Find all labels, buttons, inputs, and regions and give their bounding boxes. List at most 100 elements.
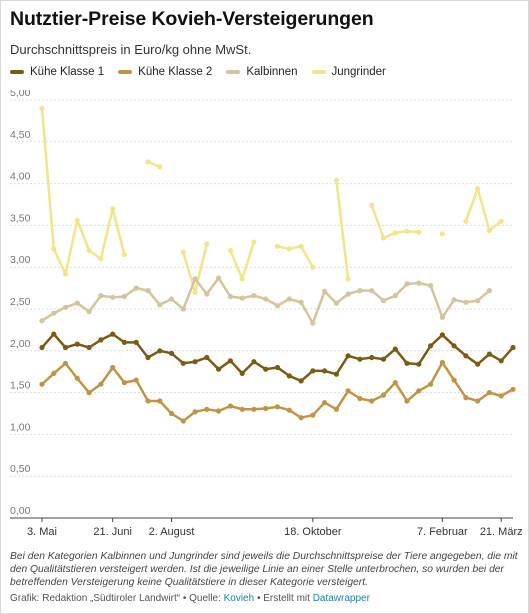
tool-link[interactable]: Datawrapper <box>312 593 370 604</box>
data-point-kalbinnen <box>74 300 80 306</box>
data-point-kuehe-klasse-2 <box>357 395 363 402</box>
y-tick-label: 3,00 <box>10 254 31 266</box>
data-point-kuehe-klasse-1 <box>298 378 304 384</box>
data-point-kalbinnen <box>216 275 222 281</box>
data-point-kuehe-klasse-2 <box>274 404 281 410</box>
data-point-jungrinder <box>380 235 387 241</box>
data-point-kuehe-klasse-2 <box>121 380 127 386</box>
x-tick-label: 21. Juni <box>93 526 132 538</box>
data-point-kuehe-klasse-1 <box>333 371 339 377</box>
source-link[interactable]: Kovieh <box>223 593 255 604</box>
legend-item-kuehe-klasse-1[interactable]: Kühe Klasse 1 <box>10 66 104 78</box>
data-point-kalbinnen <box>451 297 457 303</box>
data-point-kalbinnen <box>274 303 281 309</box>
data-point-kalbinnen <box>227 293 233 300</box>
data-point-jungrinder <box>74 217 80 223</box>
data-point-jungrinder <box>98 256 104 262</box>
data-point-kuehe-klasse-1 <box>263 366 269 372</box>
data-point-kalbinnen <box>86 308 92 315</box>
data-point-kuehe-klasse-1 <box>439 332 445 338</box>
data-point-kalbinnen <box>333 300 339 306</box>
legend-item-kuehe-klasse-2[interactable]: Kühe Klasse 2 <box>118 66 212 78</box>
data-point-kuehe-klasse-2 <box>133 377 139 383</box>
data-point-jungrinder <box>251 239 257 245</box>
x-tick-label: 7. Februar <box>417 526 468 538</box>
x-tick-label: 3. Mai <box>27 526 57 538</box>
legend-label-kalbinnen: Kalbinnen <box>246 66 298 78</box>
data-point-kalbinnen <box>439 314 445 320</box>
data-point-jungrinder <box>392 230 398 236</box>
data-point-kuehe-klasse-1 <box>498 358 504 364</box>
data-point-kalbinnen <box>239 295 245 301</box>
data-point-kuehe-klasse-1 <box>227 358 233 364</box>
data-point-jungrinder <box>157 164 163 170</box>
data-point-kuehe-klasse-2 <box>392 380 398 386</box>
data-point-jungrinder <box>227 247 233 254</box>
data-point-kuehe-klasse-1 <box>404 360 410 366</box>
data-point-kalbinnen <box>310 320 316 326</box>
x-tick-label: 18. Oktober <box>284 526 342 538</box>
data-point-kuehe-klasse-2 <box>510 386 516 392</box>
data-point-kalbinnen <box>110 294 116 300</box>
data-point-kalbinnen <box>39 318 45 324</box>
data-point-kalbinnen <box>62 304 69 310</box>
credits-middle: • Erstellt mit <box>254 593 313 604</box>
data-point-kalbinnen <box>380 298 387 304</box>
data-point-kalbinnen <box>416 280 422 286</box>
data-point-kuehe-klasse-1 <box>62 344 69 351</box>
data-point-kuehe-klasse-2 <box>110 364 116 371</box>
data-point-kalbinnen <box>98 293 104 299</box>
data-point-kuehe-klasse-1 <box>286 373 292 379</box>
data-point-kuehe-klasse-2 <box>86 390 92 396</box>
data-point-kuehe-klasse-1 <box>475 361 481 367</box>
chart-legend: Kühe Klasse 1 Kühe Klasse 2 Kalbinnen Ju… <box>10 66 386 78</box>
data-point-kuehe-klasse-1 <box>86 344 92 351</box>
data-point-kuehe-klasse-2 <box>475 398 481 404</box>
data-point-kalbinnen <box>51 310 57 316</box>
legend-item-kalbinnen[interactable]: Kalbinnen <box>226 66 298 78</box>
data-point-jungrinder <box>310 264 316 270</box>
y-tick-label: 0,50 <box>10 463 31 475</box>
data-point-kalbinnen <box>369 288 375 294</box>
data-point-kalbinnen <box>180 306 186 312</box>
data-point-kuehe-klasse-2 <box>463 395 469 401</box>
data-point-kuehe-klasse-2 <box>439 359 445 366</box>
data-point-kalbinnen <box>192 276 198 282</box>
data-point-kuehe-klasse-2 <box>428 381 434 387</box>
y-tick-label: 2,00 <box>10 338 31 350</box>
data-point-jungrinder <box>498 218 504 224</box>
data-point-kuehe-klasse-2 <box>227 403 233 409</box>
data-point-kalbinnen <box>121 293 127 300</box>
chart-subtitle: Durchschnittspreis in Euro/kg ohne MwSt. <box>10 42 252 57</box>
data-point-kuehe-klasse-1 <box>345 353 351 359</box>
chart-footnote: Bei den Kategorien Kalbinnen und Jungrin… <box>10 551 518 588</box>
y-tick-label: 0,00 <box>10 505 31 517</box>
data-point-kuehe-klasse-1 <box>98 337 104 343</box>
data-point-kuehe-klasse-2 <box>145 398 151 404</box>
data-point-jungrinder <box>439 231 445 237</box>
data-point-kuehe-klasse-1 <box>428 343 434 349</box>
legend-swatch-kuehe-klasse-2 <box>118 70 133 74</box>
data-point-kuehe-klasse-2 <box>322 400 328 406</box>
data-point-kuehe-klasse-2 <box>157 398 163 404</box>
data-point-jungrinder <box>404 228 410 234</box>
data-point-kalbinnen <box>145 288 151 294</box>
data-point-kuehe-klasse-1 <box>192 359 198 365</box>
data-point-kuehe-klasse-1 <box>180 360 186 366</box>
series-line-kuehe-klasse-1 <box>40 332 515 383</box>
data-point-jungrinder <box>86 247 92 254</box>
data-point-kuehe-klasse-2 <box>416 388 422 394</box>
data-point-kuehe-klasse-1 <box>510 344 516 351</box>
data-point-jungrinder <box>274 243 281 249</box>
data-point-kalbinnen <box>428 283 434 289</box>
data-point-kalbinnen <box>157 302 163 308</box>
data-point-kuehe-klasse-2 <box>216 408 222 414</box>
data-point-jungrinder <box>62 271 69 277</box>
series-line-jungrinder <box>182 242 209 294</box>
series-line-jungrinder <box>464 187 503 232</box>
legend-item-jungrinder[interactable]: Jungrinder <box>311 66 386 78</box>
data-point-jungrinder <box>204 241 210 247</box>
x-tick-label: 2. August <box>149 526 195 538</box>
data-point-kalbinnen <box>322 288 328 294</box>
data-point-jungrinder <box>110 206 116 212</box>
